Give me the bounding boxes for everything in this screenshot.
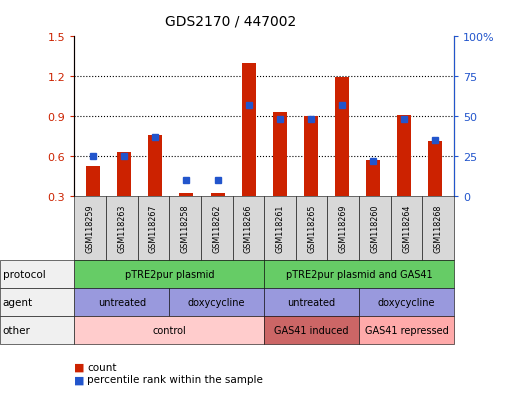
- Text: GSM118265: GSM118265: [307, 204, 316, 252]
- Text: GSM118259: GSM118259: [86, 204, 95, 252]
- Text: GSM118267: GSM118267: [149, 204, 158, 252]
- Text: count: count: [87, 362, 117, 372]
- Bar: [86, 167, 100, 196]
- Text: untreated: untreated: [98, 297, 146, 307]
- Text: ■: ■: [74, 375, 85, 385]
- Bar: [304, 116, 318, 196]
- Text: GAS41 induced: GAS41 induced: [274, 325, 349, 335]
- Text: GSM118260: GSM118260: [370, 204, 380, 252]
- Bar: [180, 194, 193, 196]
- Text: agent: agent: [3, 297, 33, 307]
- Text: GSM118268: GSM118268: [433, 204, 443, 252]
- Text: control: control: [152, 325, 186, 335]
- Text: doxycycline: doxycycline: [378, 297, 436, 307]
- Text: other: other: [3, 325, 30, 335]
- Text: GDS2170 / 447002: GDS2170 / 447002: [165, 14, 297, 28]
- Text: GSM118263: GSM118263: [117, 204, 126, 252]
- Bar: [428, 142, 442, 196]
- Text: pTRE2pur plasmid and GAS41: pTRE2pur plasmid and GAS41: [286, 269, 432, 279]
- Text: pTRE2pur plasmid: pTRE2pur plasmid: [125, 269, 214, 279]
- Bar: [210, 194, 225, 196]
- Text: GSM118264: GSM118264: [402, 204, 411, 252]
- Bar: [366, 160, 380, 196]
- Bar: [242, 64, 255, 196]
- Text: GSM118266: GSM118266: [244, 204, 253, 252]
- Bar: [335, 78, 349, 196]
- Text: GSM118269: GSM118269: [339, 204, 348, 252]
- Bar: [273, 113, 287, 196]
- Text: GSM118262: GSM118262: [212, 204, 221, 252]
- Text: untreated: untreated: [288, 297, 336, 307]
- Bar: [117, 152, 131, 196]
- Text: ■: ■: [74, 362, 85, 372]
- Text: protocol: protocol: [3, 269, 45, 279]
- Text: doxycycline: doxycycline: [188, 297, 246, 307]
- Text: GSM118258: GSM118258: [181, 204, 190, 252]
- Text: percentile rank within the sample: percentile rank within the sample: [87, 375, 263, 385]
- Bar: [397, 115, 411, 196]
- Text: GSM118261: GSM118261: [275, 204, 285, 252]
- Text: GAS41 repressed: GAS41 repressed: [365, 325, 448, 335]
- Bar: [148, 135, 162, 196]
